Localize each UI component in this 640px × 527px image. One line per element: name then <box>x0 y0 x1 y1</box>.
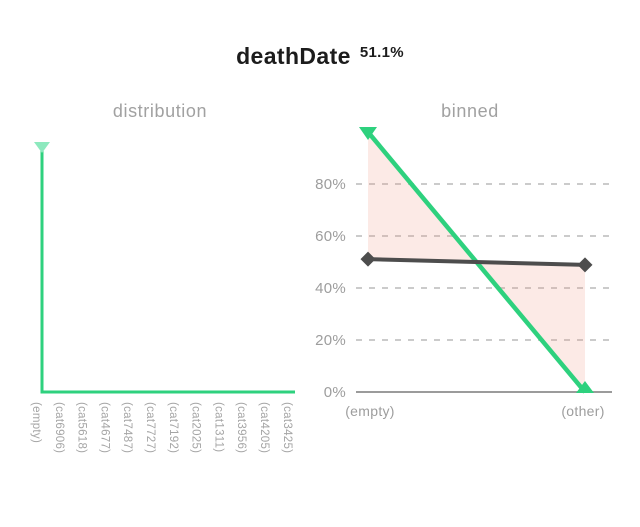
x-category-label: (cat7487) <box>121 402 134 454</box>
y-tick-label: 40% <box>315 280 346 297</box>
x-category-label: (cat3956) <box>235 402 248 454</box>
x-category-label: (cat2025) <box>189 402 202 454</box>
diamond-marker-right <box>577 257 593 273</box>
triangle-marker-bottom <box>576 381 594 393</box>
feature-name: deathDate <box>236 43 351 69</box>
triangle-marker-top <box>359 127 377 140</box>
binned-chart-title: binned <box>441 101 499 121</box>
distribution-plot <box>34 142 295 394</box>
y-tick-label: 80% <box>315 176 346 193</box>
label-percentage-line <box>367 257 586 267</box>
x-category-label: (cat6906) <box>52 402 65 454</box>
x-tick-label: (empty) <box>345 403 395 419</box>
x-category-label: (cat4205) <box>258 402 270 454</box>
binned-plot: 0% 20% 40% 60% 80% (empty) (other) <box>315 127 612 419</box>
diamond-marker-left <box>360 251 376 267</box>
feature-header: deathDate 51.1% <box>0 44 640 68</box>
x-category-label: (empty) <box>30 402 42 444</box>
x-category-label: (cat4677) <box>98 402 111 454</box>
y-tick-label: 20% <box>315 332 346 349</box>
y-tick-label: 0% <box>324 384 346 401</box>
x-tick-label: (other) <box>561 403 604 419</box>
triangle-marker-peak <box>34 142 50 153</box>
x-category-label: (cat1311) <box>212 402 225 453</box>
distribution-line <box>40 142 295 394</box>
feature-missing-percent: 51.1% <box>359 44 404 61</box>
y-tick-label: 60% <box>315 228 346 245</box>
x-category-label: (cat7192) <box>166 402 179 454</box>
x-category-label: (cat3425) <box>280 402 293 454</box>
distribution-chart-title: distribution <box>112 101 208 121</box>
x-category-label: (cat5618) <box>75 402 88 454</box>
x-category-label: (cat7727) <box>144 402 156 454</box>
